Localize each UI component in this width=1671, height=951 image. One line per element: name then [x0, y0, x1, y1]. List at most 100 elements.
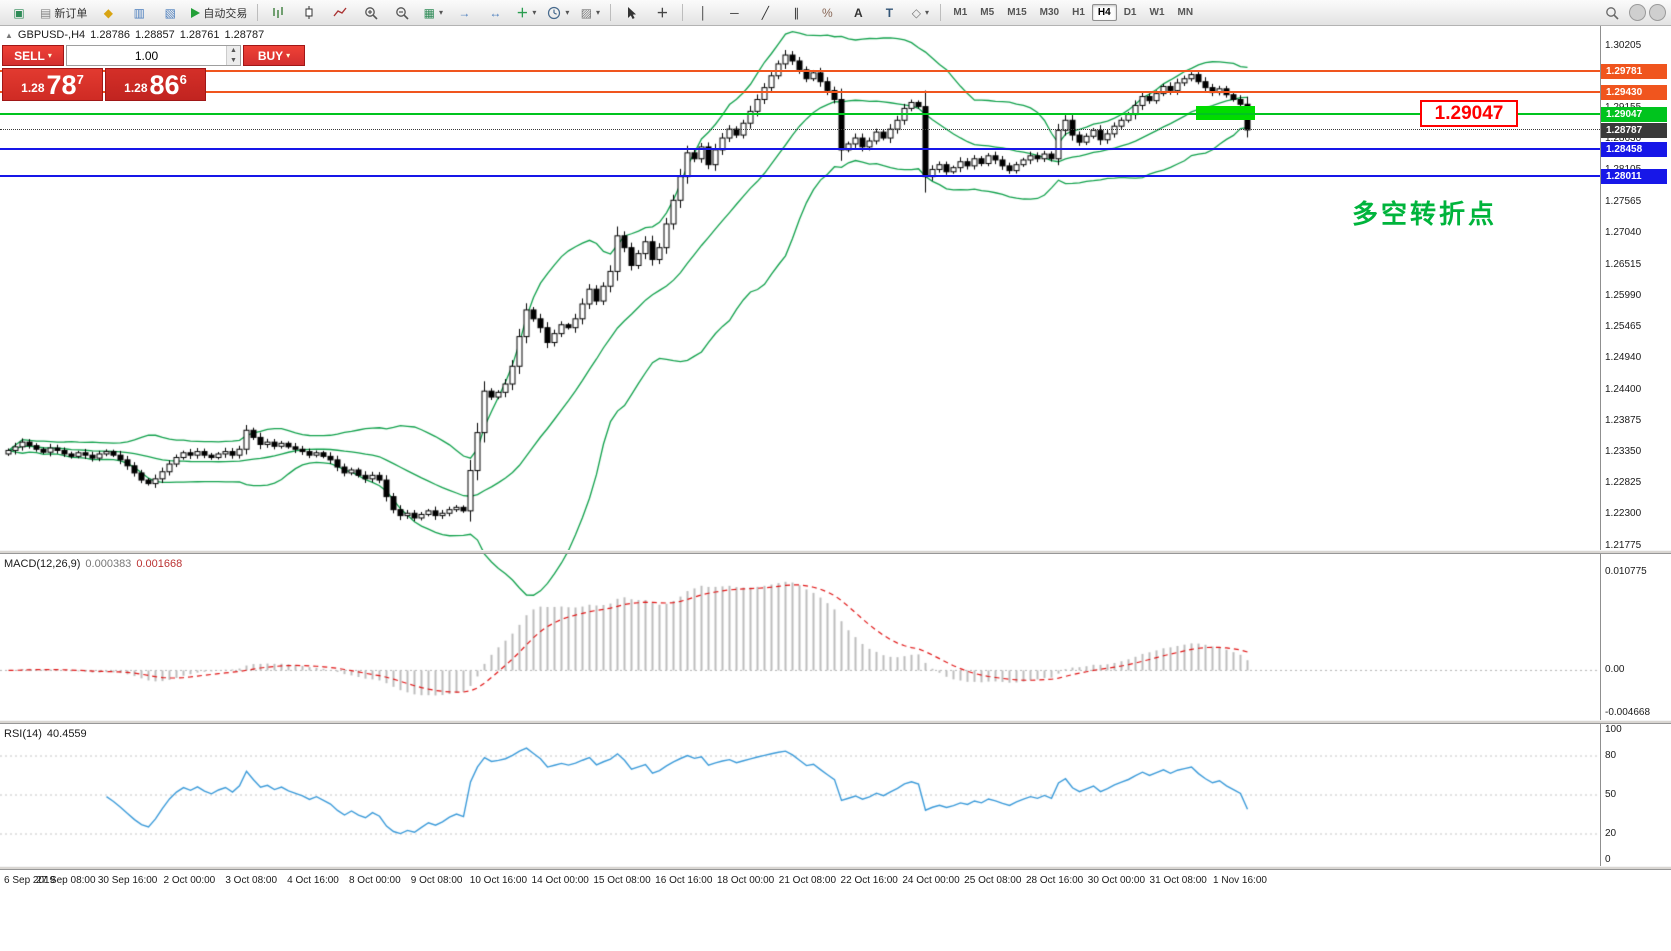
- price-tag-1.29430: 1.29430: [1601, 84, 1667, 100]
- charts-icon[interactable]: ◆: [103, 5, 113, 20]
- bar-chart-icon: [273, 7, 284, 18]
- price-tag-1.28011: 1.28011: [1601, 168, 1667, 184]
- macd-main-value: 0.000383: [85, 558, 132, 570]
- shapes-button[interactable]: ◇ ▾: [911, 5, 930, 20]
- text-button[interactable]: A: [854, 5, 863, 20]
- price-axis-label: 1.28630: [1605, 133, 1642, 145]
- macd-axis-label: 0.00: [1605, 664, 1625, 676]
- channel-button[interactable]: ∥: [793, 5, 800, 20]
- price-axis-label: 1.21775: [1605, 539, 1642, 551]
- buy-button[interactable]: BUY ▾: [243, 45, 305, 66]
- sell-price-prefix: 1.28: [21, 81, 45, 95]
- timeframe-w1[interactable]: W1: [1149, 7, 1165, 18]
- crosshair-button[interactable]: ＋: [656, 5, 669, 20]
- buy-price-button[interactable]: 1.28 86 6: [105, 68, 206, 101]
- timeframe-m1[interactable]: M1: [953, 7, 968, 18]
- text-label-button[interactable]: T: [885, 5, 894, 20]
- timeframe-d1[interactable]: D1: [1123, 7, 1137, 18]
- pane-separator[interactable]: [0, 720, 1671, 724]
- price-axis-label: 1.24400: [1605, 383, 1642, 395]
- panel-toggle-icon[interactable]: ▲: [5, 31, 13, 40]
- pivot-annotation[interactable]: 多空转折点: [1352, 199, 1498, 229]
- volume-spinner: ▲ ▼: [226, 46, 240, 65]
- price-axis-label: 1.24940: [1605, 351, 1642, 363]
- chart-close: 1.28787: [224, 29, 265, 41]
- horizontal-line-1.29781[interactable]: [0, 69, 1600, 72]
- price-tag-1.28458: 1.28458: [1601, 142, 1667, 158]
- horizontal-line-1.28787[interactable]: [0, 128, 1600, 130]
- navigator-icon[interactable]: ▧: [164, 5, 177, 20]
- horizontal-line-button[interactable]: ─: [730, 5, 739, 20]
- timeframe-m30[interactable]: M30: [1039, 7, 1060, 18]
- auto-scroll-button[interactable]: →: [458, 5, 471, 20]
- sell-label: SELL: [14, 48, 45, 63]
- autotrading-button[interactable]: 自动交易: [187, 2, 251, 24]
- time-axis-label: 9 Oct 08:00: [410, 875, 463, 886]
- horizontal-line-1.29047[interactable]: [0, 113, 1600, 116]
- volume-increase-button[interactable]: ▲: [227, 46, 240, 56]
- timeframe-m5[interactable]: M5: [980, 7, 995, 18]
- sell-button[interactable]: SELL ▾: [2, 45, 64, 66]
- templates-button[interactable]: ▨ ▾: [580, 5, 601, 20]
- cursor-button[interactable]: [617, 2, 645, 24]
- pane-separator[interactable]: [0, 550, 1671, 554]
- timeframe-h4[interactable]: H4: [1091, 4, 1117, 21]
- autotrading-label: 自动交易: [203, 7, 248, 20]
- fibonacci-button[interactable]: %: [822, 5, 833, 20]
- indicators-button[interactable]: ＋ ▾: [516, 5, 537, 20]
- price-callout-box[interactable]: 1.29047: [1420, 100, 1518, 127]
- horizontal-line-1.29430[interactable]: [0, 90, 1600, 93]
- zoom-out-icon: [396, 6, 409, 20]
- time-axis-label: 22 Oct 16:00: [840, 875, 898, 886]
- pane-separator[interactable]: [0, 866, 1671, 870]
- price-tag-1.28787: 1.28787: [1601, 122, 1667, 138]
- zoom-in-button[interactable]: [357, 2, 385, 24]
- volume-input[interactable]: [67, 46, 226, 65]
- line-chart-icon: [333, 7, 347, 17]
- macd-axis-label: 0.010775: [1605, 565, 1647, 577]
- horizontal-line-1.28011[interactable]: [0, 174, 1600, 177]
- macd-label: MACD(12,26,9): [4, 558, 81, 570]
- zoom-out-button[interactable]: [388, 2, 416, 24]
- community-icon[interactable]: [1629, 4, 1646, 21]
- chart-high: 1.28857: [134, 29, 175, 41]
- chart-shift-button[interactable]: ↔: [489, 5, 502, 20]
- bar-chart-button[interactable]: [264, 2, 292, 24]
- volume-decrease-button[interactable]: ▼: [227, 55, 240, 65]
- new-order-button[interactable]: ▤ 新订单: [36, 2, 91, 24]
- new-chart-button[interactable]: ▦ ▾: [423, 5, 444, 20]
- sell-dropdown-icon: ▾: [47, 51, 52, 60]
- horizontal-line-1.28458[interactable]: [0, 148, 1600, 151]
- time-axis-label: 3 Oct 08:00: [225, 875, 278, 886]
- sell-price-button[interactable]: 1.28 78 7: [2, 68, 103, 101]
- app-icon: ▣: [13, 5, 25, 20]
- timeframe-m15[interactable]: M15: [1007, 7, 1027, 18]
- timeframe-h1[interactable]: H1: [1072, 7, 1085, 18]
- new-order-label: 新订单: [54, 7, 88, 20]
- toolbar-separator: [682, 4, 684, 21]
- account-icon[interactable]: [1649, 4, 1666, 21]
- sell-price-sup: 7: [76, 72, 84, 87]
- rsi-value: 40.4559: [46, 728, 87, 740]
- candlestick-chart-button[interactable]: [295, 2, 323, 24]
- buy-label: BUY: [257, 48, 284, 63]
- time-axis-label: 31 Oct 08:00: [1149, 875, 1207, 886]
- timeframe-toolbar: M1 M5 M15 M30 H1 H4 D1 W1 MN: [947, 4, 1199, 21]
- trendline-button[interactable]: ╱: [761, 5, 769, 20]
- line-chart-button[interactable]: [326, 2, 354, 24]
- timeframe-mn[interactable]: MN: [1177, 7, 1194, 18]
- time-axis-label: 21 Oct 08:00: [778, 875, 837, 886]
- market-watch-icon[interactable]: ▥: [133, 5, 146, 20]
- vertical-line-button[interactable]: │: [699, 5, 708, 20]
- price-tag-1.29781: 1.29781: [1601, 63, 1667, 79]
- cursor-icon: [627, 6, 636, 19]
- highlight-rectangle[interactable]: [1195, 106, 1255, 121]
- autotrading-play-icon: [191, 7, 201, 18]
- search-button[interactable]: [1598, 2, 1626, 24]
- zoom-in-icon: [365, 6, 378, 20]
- periods-button[interactable]: ▾: [543, 2, 573, 24]
- buy-dropdown-icon: ▾: [286, 51, 291, 60]
